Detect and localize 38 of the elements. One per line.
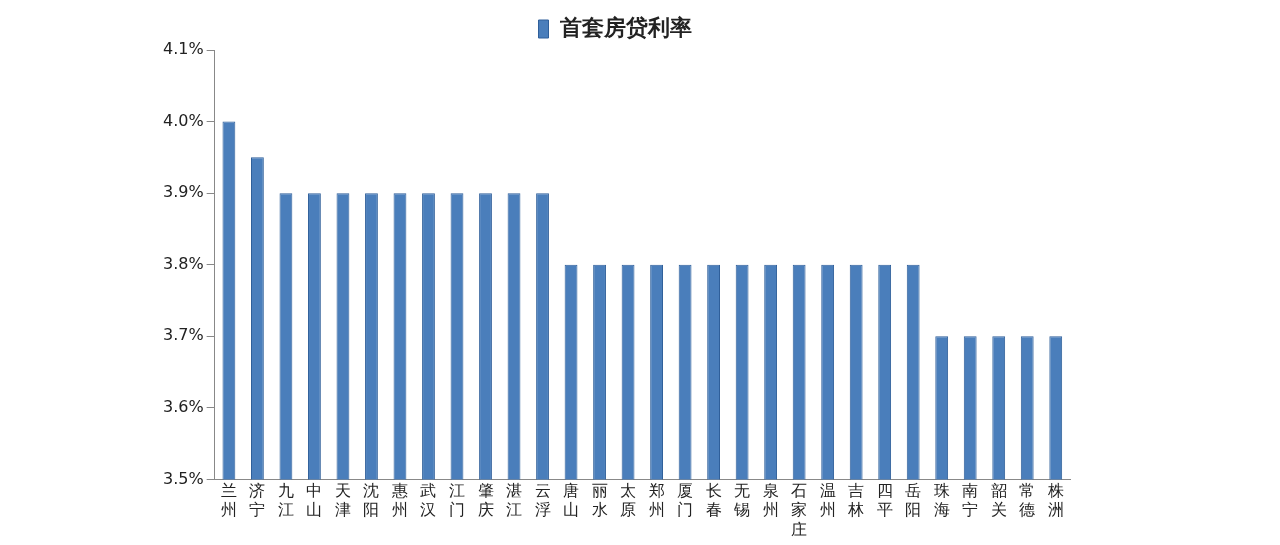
y-tick-label: 3.5% [162,468,204,488]
x-tick-label: 厦门 [677,481,694,520]
x-tick-label: 武汉 [420,481,437,520]
x-tick-label: 石家庄 [791,481,808,539]
x-tick-label: 天津 [334,481,351,520]
x-tick-label: 郑州 [648,481,665,520]
x-tick-label: 济宁 [249,481,266,520]
x-tick-label: 惠州 [390,481,408,520]
y-tick-label: 3.9% [162,182,204,202]
y-tick-label: 4.0% [162,110,204,130]
x-tick-label: 南宁 [962,481,979,520]
y-tick-label: 3.8% [162,253,204,273]
x-tick-label: 云浮 [534,481,551,520]
x-tick-label: 九江 [277,481,294,520]
x-tick-label: 肇庆 [477,481,494,520]
y-tick-label: 4.1% [162,39,204,59]
x-tick-label: 唐山 [563,481,580,520]
x-tick-label: 泉州 [762,481,779,520]
x-tick-label: 江门 [449,481,465,520]
x-tick-label: 岳阳 [905,481,922,520]
x-tick-label: 中山 [306,481,323,520]
x-tick-label: 株洲 [1046,481,1064,520]
x-tick-label: 兰州 [220,481,237,520]
y-tick-label: 3.7% [162,325,204,345]
x-tick-label: 沈阳 [363,481,380,520]
x-tick-label: 韶关 [990,481,1007,520]
x-tick-label: 无锡 [733,481,751,520]
x-tick-label: 湛江 [506,481,523,520]
y-tick-label: 3.6% [162,396,204,416]
x-tick-label: 常德 [1019,481,1036,520]
x-tick-label: 太原 [620,481,637,520]
x-tick-label: 珠海 [933,481,950,520]
x-tick-label: 长春 [705,481,722,520]
legend-label: 首套房贷利率 [558,14,692,40]
x-tick-label: 吉林 [847,481,865,520]
x-tick-label: 丽水 [591,481,608,520]
x-tick-label: 温州 [819,481,836,520]
x-tick-label: 四平 [876,481,893,520]
